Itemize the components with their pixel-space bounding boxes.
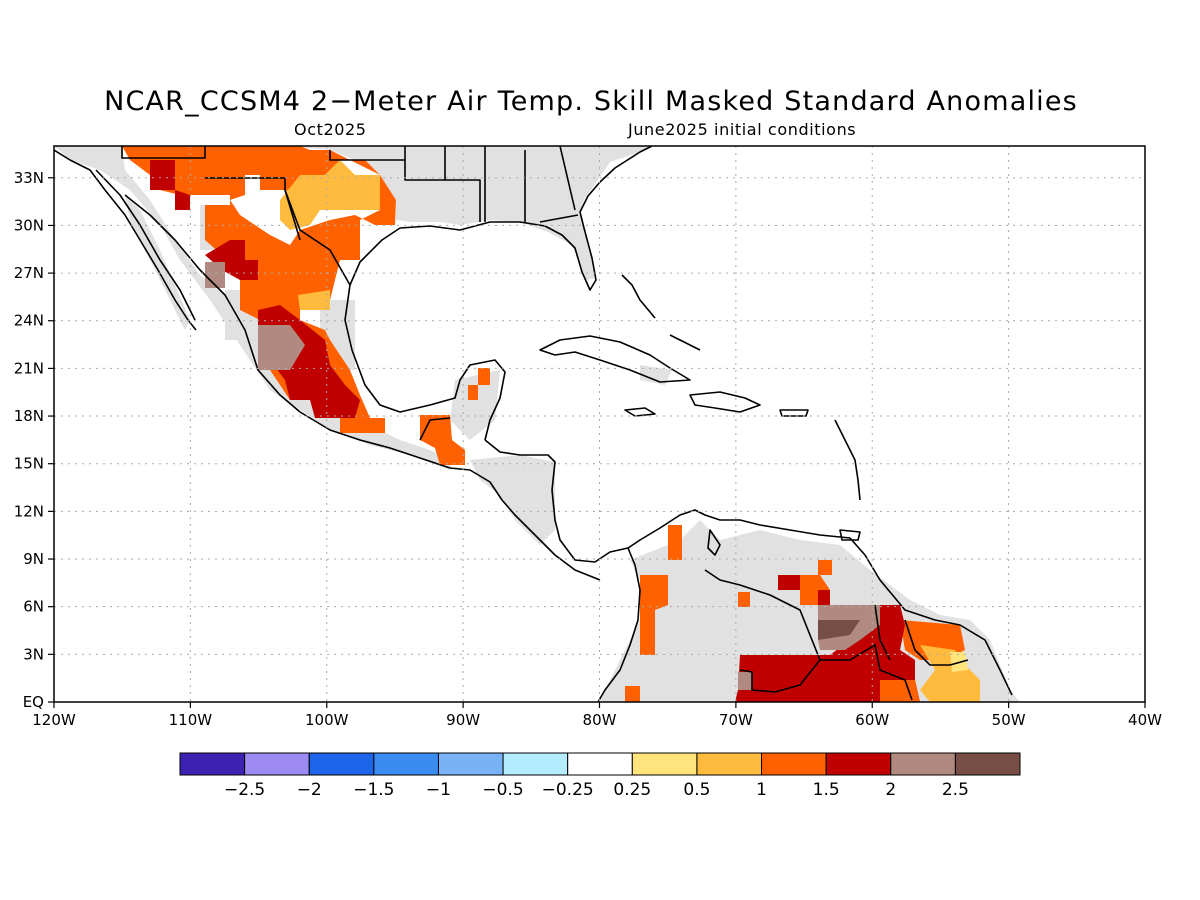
colorbar-label: 0.25 [613, 780, 651, 800]
colorbar-label: −2.5 [224, 780, 265, 800]
colorbar: −2.5 −2 −1.5 −1 −0.5 −0.25 0.25 0.5 1 1.5 2 2.5 [179, 752, 1021, 800]
coastlines [54, 146, 1013, 702]
lat-tick-label: 21N [14, 359, 44, 377]
map-title: NCAR_CCSM4 2−Meter Air Temp. Skill Maske… [104, 86, 1078, 117]
colorbar-swatch [890, 752, 956, 776]
lat-tick-label: 18N [14, 407, 44, 425]
colorbar-swatch [502, 752, 569, 776]
colorbar-swatch [761, 752, 827, 776]
lon-tick-label: 50W [992, 711, 1026, 729]
colorbar-swatch [567, 752, 633, 776]
colorbar-swatch [308, 752, 375, 776]
colorbar-label: −2 [297, 780, 322, 800]
lat-tick-label: 30N [14, 216, 44, 234]
latitude-ticks: EQ 3N 6N 9N 12N 15N 18N 21N 24N 27N 30N 33N [14, 169, 54, 711]
colorbar-swatch [179, 752, 246, 776]
colorbar-label: 1.5 [813, 780, 840, 800]
lon-tick-label: 100W [305, 711, 349, 729]
lat-tick-label: 24N [14, 312, 44, 330]
colorbar-label: 1 [756, 780, 767, 800]
lon-tick-label: 60W [855, 711, 889, 729]
graticule [54, 146, 1145, 702]
colorbar-label: −0.25 [542, 780, 594, 800]
lat-tick-label: 9N [23, 550, 44, 568]
lat-tick-label: 12N [14, 502, 44, 520]
lon-tick-label: 70W [719, 711, 753, 729]
init-conditions: June2025 initial conditions [628, 120, 857, 139]
lon-tick-label: 40W [1128, 711, 1162, 729]
colorbar-swatch [437, 752, 504, 776]
colorbar-label: 2 [885, 780, 896, 800]
colorbar-label: −0.5 [482, 780, 523, 800]
lat-tick-label: 6N [23, 598, 44, 616]
colorbar-swatch [954, 752, 1021, 776]
lat-tick-label: EQ [23, 693, 44, 711]
colorbar-swatch [696, 752, 763, 776]
colorbar-label: −1.5 [353, 780, 394, 800]
lon-tick-label: 110W [169, 711, 213, 729]
lon-tick-label: 80W [583, 711, 617, 729]
map-layers [54, 146, 1020, 702]
colorbar-label: 2.5 [942, 780, 969, 800]
colorbar-swatch [631, 752, 698, 776]
lon-tick-label: 120W [32, 711, 76, 729]
lat-tick-label: 15N [14, 455, 44, 473]
lat-tick-label: 3N [23, 645, 44, 663]
colorbar-swatch [373, 752, 439, 776]
lat-tick-label: 27N [14, 264, 44, 282]
colorbar-swatch [244, 752, 310, 776]
lat-tick-label: 33N [14, 169, 44, 187]
lon-tick-label: 90W [446, 711, 480, 729]
colorbar-label: 0.5 [683, 780, 710, 800]
anomaly-shading [122, 146, 980, 702]
longitude-ticks: 120W 110W 100W 90W 80W 70W 60W 50W 40W [32, 702, 1162, 729]
colorbar-swatch [825, 752, 892, 776]
target-month: Oct2025 [294, 120, 367, 139]
colorbar-label: −1 [426, 780, 451, 800]
